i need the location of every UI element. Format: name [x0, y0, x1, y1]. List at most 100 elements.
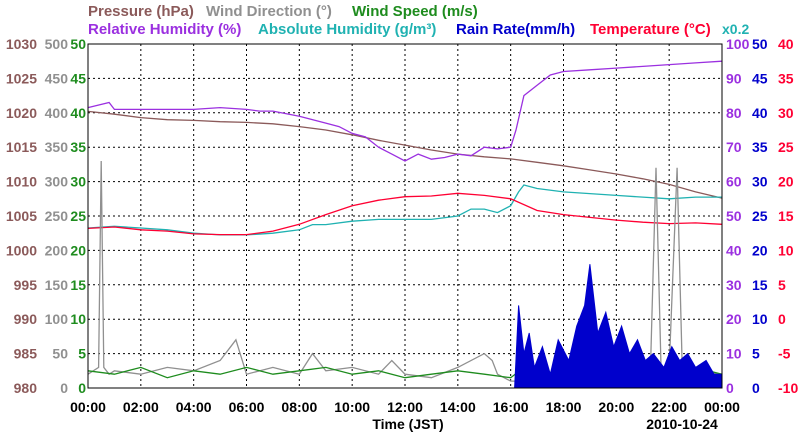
y-tick-label-rain-rate: 0 — [752, 380, 760, 396]
y-tick-label-relative-humidity: 80 — [726, 105, 742, 121]
y-tick-label-wind-direction: 150 — [45, 277, 69, 293]
y-tick-label-relative-humidity: 100 — [726, 36, 750, 52]
y-tick-label-wind-direction: 250 — [45, 208, 69, 224]
y-tick-label-relative-humidity: 0 — [726, 380, 734, 396]
x-tick-label: 08:00 — [281, 399, 317, 415]
y-tick-label-pressure: 1000 — [6, 242, 37, 258]
y-tick-label-wind-direction: 400 — [45, 105, 69, 121]
y-tick-label-rain-rate: 10 — [752, 311, 768, 327]
x-axis-label: Time (JST) — [372, 416, 443, 432]
y-tick-label-relative-humidity: 50 — [726, 208, 742, 224]
y-tick-label-pressure: 990 — [14, 311, 38, 327]
y-tick-label-rain-rate: 30 — [752, 174, 768, 190]
y-tick-label-wind-speed: 25 — [70, 208, 86, 224]
y-tick-label-rain-rate: 20 — [752, 242, 768, 258]
y-tick-label-pressure: 1030 — [6, 36, 37, 52]
x-tick-label: 00:00 — [70, 399, 106, 415]
legend-label: Temperature (°C) — [590, 21, 711, 38]
y-tick-label-rain-rate: 40 — [752, 105, 768, 121]
y-tick-label-rain-rate: 15 — [752, 277, 768, 293]
y-tick-label-wind-direction: 350 — [45, 139, 69, 155]
y-tick-label-relative-humidity: 20 — [726, 311, 742, 327]
y-tick-label-wind-direction: 500 — [45, 36, 69, 52]
series-pressure-hpa — [87, 110, 723, 199]
legend-label: Absolute Humidity (g/m³) — [258, 21, 436, 38]
y-tick-label-wind-direction: 0 — [60, 380, 68, 396]
x-tick-label: 22:00 — [651, 399, 687, 415]
y-tick-label-temperature: 10 — [778, 242, 794, 258]
y-tick-label-wind-speed: 10 — [70, 311, 86, 327]
legend: Pressure (hPa) Wind Direction (°) Wind Spe… — [88, 3, 711, 38]
y-tick-label-relative-humidity: 10 — [726, 346, 742, 362]
y-tick-label-wind-speed: 50 — [70, 36, 86, 52]
y-tick-label-rain-rate: 5 — [752, 346, 760, 362]
y-tick-label-wind-direction: 300 — [45, 174, 69, 190]
y-tick-label-relative-humidity: 60 — [726, 174, 742, 190]
y-tick-label-wind-direction: 200 — [45, 242, 69, 258]
scale-note: x0.2 — [722, 21, 749, 37]
y-tick-label-temperature: -5 — [778, 346, 791, 362]
y-tick-label-wind-direction: 450 — [45, 70, 69, 86]
x-tick-label: 06:00 — [229, 399, 265, 415]
tick-labels: 00:00 02:00 04:00 06:00 08:00 10:00 12:00 14:00… — [6, 36, 799, 415]
y-tick-label-pressure: 1005 — [6, 208, 37, 224]
y-tick-label-wind-speed: 40 — [70, 105, 86, 121]
grid — [88, 44, 722, 388]
y-tick-label-temperature: 5 — [778, 277, 786, 293]
y-tick-label-pressure: 1020 — [6, 105, 37, 121]
legend-label: Rain Rate(mm/h) — [456, 21, 575, 38]
y-tick-label-pressure: 1010 — [6, 174, 37, 190]
y-tick-label-temperature: 20 — [778, 174, 794, 190]
y-tick-label-wind-speed: 30 — [70, 174, 86, 190]
y-tick-label-pressure: 1025 — [6, 70, 37, 86]
y-tick-label-wind-speed: 20 — [70, 242, 86, 258]
x-tick-label: 18:00 — [546, 399, 582, 415]
series-wind-direction — [87, 160, 723, 382]
y-tick-label-pressure: 980 — [14, 380, 38, 396]
date-label: 2010-10-24 — [646, 416, 718, 432]
x-tick-label: 14:00 — [440, 399, 476, 415]
series-relative-humidity — [87, 60, 723, 162]
y-tick-label-temperature: 15 — [778, 208, 794, 224]
y-tick-label-relative-humidity: 90 — [726, 70, 742, 86]
y-tick-label-rain-rate: 35 — [752, 139, 768, 155]
x-tick-label: 02:00 — [123, 399, 159, 415]
legend-label: Wind Speed (m/s) — [352, 3, 478, 20]
y-tick-label-wind-direction: 100 — [45, 311, 69, 327]
y-tick-label-rain-rate: 25 — [752, 208, 768, 224]
legend-label: Wind Direction (°) — [206, 3, 332, 20]
legend-label: Pressure (hPa) — [88, 3, 194, 20]
x-tick-label: 00:00 — [704, 399, 740, 415]
y-tick-label-temperature: 0 — [778, 311, 786, 327]
plot-frame — [87, 43, 723, 389]
y-tick-label-relative-humidity: 70 — [726, 139, 742, 155]
y-tick-label-temperature: 30 — [778, 105, 794, 121]
x-tick-label: 16:00 — [493, 399, 529, 415]
series-layer — [87, 60, 723, 389]
y-tick-label-pressure: 985 — [14, 346, 38, 362]
y-tick-label-wind-speed: 15 — [70, 277, 86, 293]
y-tick-label-pressure: 995 — [14, 277, 38, 293]
legend-label: Relative Humidity (%) — [88, 21, 241, 38]
y-tick-label-temperature: 40 — [778, 36, 794, 52]
x-tick-label: 04:00 — [176, 399, 212, 415]
y-tick-label-pressure: 1015 — [6, 139, 37, 155]
y-tick-label-relative-humidity: 40 — [726, 242, 742, 258]
series-rain-rate — [88, 264, 723, 389]
y-tick-label-wind-speed: 45 — [70, 70, 86, 86]
y-tick-label-wind-direction: 50 — [52, 346, 68, 362]
x-tick-label: 12:00 — [387, 399, 423, 415]
y-tick-label-relative-humidity: 30 — [726, 277, 742, 293]
x-tick-label: 10:00 — [334, 399, 370, 415]
y-tick-label-rain-rate: 45 — [752, 70, 768, 86]
y-tick-label-temperature: -10 — [778, 380, 798, 396]
y-tick-label-wind-speed: 5 — [78, 346, 86, 362]
y-tick-label-wind-speed: 35 — [70, 139, 86, 155]
y-tick-label-wind-speed: 0 — [78, 380, 86, 396]
y-tick-label-temperature: 25 — [778, 139, 794, 155]
x-tick-label: 20:00 — [598, 399, 634, 415]
series-temperature-c — [87, 192, 723, 236]
y-tick-label-rain-rate: 50 — [752, 36, 768, 52]
